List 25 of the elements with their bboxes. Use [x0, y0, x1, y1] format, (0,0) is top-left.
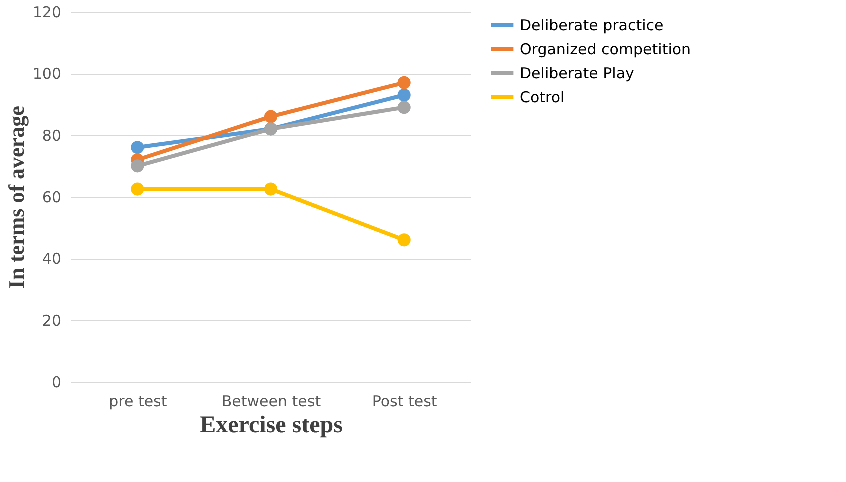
x-axis-title: Exercise steps: [200, 412, 343, 438]
point: [131, 160, 144, 173]
y-tick-label: 120: [32, 4, 62, 22]
point: [398, 88, 411, 102]
point: [264, 110, 278, 124]
legend-label: Deliberate practice: [520, 16, 664, 34]
point: [398, 234, 411, 247]
y-tick-label: 20: [42, 312, 62, 330]
y-tick-label: 60: [42, 188, 62, 206]
y-tick-label: 40: [42, 250, 62, 268]
legend-label: Cotrol: [520, 88, 565, 106]
point: [131, 182, 144, 196]
point: [264, 182, 278, 196]
x-tick-label: Post test: [372, 392, 438, 410]
point: [131, 141, 144, 154]
legend-label: Organized competition: [520, 40, 692, 58]
x-tick-label: Between test: [222, 392, 322, 410]
legend-label: Deliberate Play: [520, 64, 635, 82]
point: [398, 101, 411, 114]
x-tick-label: pre test: [109, 392, 168, 410]
y-tick-label: 0: [52, 374, 62, 392]
y-tick-label: 80: [42, 126, 62, 145]
y-tick-label: 100: [32, 65, 62, 84]
point: [398, 76, 411, 90]
y-axis-title: In terms of average: [4, 106, 29, 289]
